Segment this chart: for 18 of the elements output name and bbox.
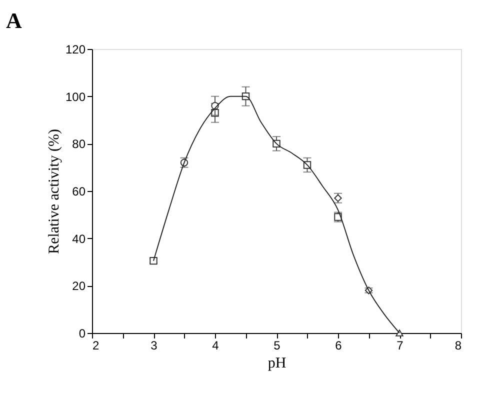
y-tick-label: 0 — [78, 326, 86, 340]
chart-title: A — [6, 8, 22, 33]
x-tick-label: 5 — [274, 338, 281, 352]
point — [396, 330, 404, 336]
x-tick-label: 6 — [335, 338, 342, 352]
y-axis-title: Relative activity (%) — [46, 129, 62, 254]
y-tick-label: 80 — [72, 137, 86, 152]
x-tick-label: 2 — [92, 338, 100, 352]
x-tick-label: 7 — [396, 338, 404, 352]
x-tick-label: 3 — [150, 338, 158, 352]
y-tick-label: 120 — [65, 42, 86, 56]
x-tick-label: 4 — [212, 338, 220, 352]
y-tick-label: 20 — [72, 279, 86, 294]
y-tick-label: 40 — [72, 232, 86, 246]
y-tick-label: 60 — [72, 184, 86, 198]
y-tick-label: 100 — [65, 90, 86, 104]
x-axis-title: pH — [268, 356, 286, 372]
x-tick-label: 8 — [454, 338, 462, 352]
